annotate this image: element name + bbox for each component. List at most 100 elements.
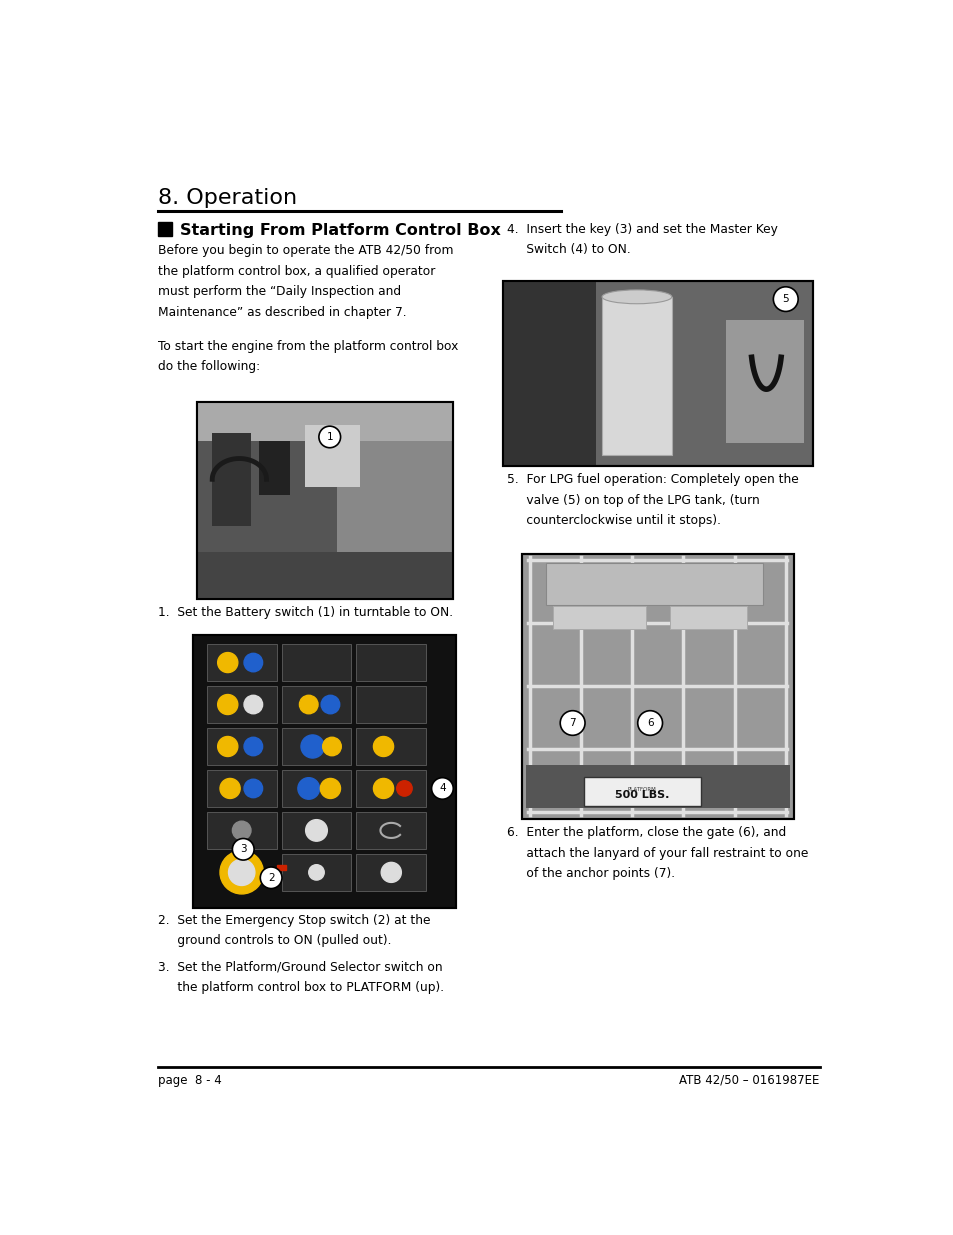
Bar — [553, 606, 645, 629]
Bar — [158, 222, 172, 236]
Circle shape — [373, 778, 394, 799]
Bar — [502, 282, 812, 466]
Text: 1.  Set the Battery switch (1) in turntable to ON.: 1. Set the Battery switch (1) in turntab… — [158, 605, 453, 619]
Text: 5: 5 — [781, 294, 788, 304]
Circle shape — [773, 287, 798, 311]
Bar — [583, 777, 700, 806]
Circle shape — [220, 851, 263, 894]
Text: must perform the “Daily Inspection and: must perform the “Daily Inspection and — [158, 285, 400, 299]
Text: the platform control box to PLATFORM (up).: the platform control box to PLATFORM (up… — [158, 981, 444, 994]
Circle shape — [559, 710, 584, 735]
Bar — [521, 553, 793, 819]
Bar — [669, 606, 746, 629]
Circle shape — [233, 821, 251, 840]
Text: counterclockwise until it stops).: counterclockwise until it stops). — [506, 514, 720, 527]
Bar — [196, 403, 452, 599]
Bar — [356, 811, 426, 848]
Text: 2.  Set the Emergency Stop switch (2) at the: 2. Set the Emergency Stop switch (2) at … — [158, 914, 430, 926]
Circle shape — [217, 736, 237, 757]
Text: 8. Operation: 8. Operation — [158, 188, 296, 207]
Text: valve (5) on top of the LPG tank, (turn: valve (5) on top of the LPG tank, (turn — [506, 494, 759, 506]
Circle shape — [301, 735, 324, 758]
Bar — [601, 296, 671, 454]
Bar — [281, 811, 351, 848]
Bar — [356, 727, 426, 764]
Bar — [207, 645, 276, 680]
Bar — [502, 282, 812, 466]
Bar — [212, 433, 251, 526]
Circle shape — [217, 652, 237, 673]
Text: 7: 7 — [569, 718, 576, 727]
Circle shape — [396, 781, 412, 797]
Bar — [196, 403, 452, 441]
Bar — [281, 645, 351, 680]
Bar — [276, 866, 286, 871]
Text: Switch (4) to ON.: Switch (4) to ON. — [506, 243, 630, 257]
Circle shape — [381, 862, 401, 882]
Circle shape — [431, 778, 453, 799]
Bar — [356, 769, 426, 806]
Circle shape — [322, 737, 341, 756]
Text: Maintenance” as described in chapter 7.: Maintenance” as described in chapter 7. — [158, 306, 406, 319]
Text: 6: 6 — [646, 718, 653, 727]
Bar — [525, 766, 789, 808]
Text: To start the engine from the platform control box: To start the engine from the platform co… — [158, 340, 457, 353]
Bar — [193, 635, 456, 908]
Text: ATB 42/50 – 0161987EE: ATB 42/50 – 0161987EE — [679, 1073, 819, 1087]
Text: ground controls to ON (pulled out).: ground controls to ON (pulled out). — [158, 934, 391, 947]
Circle shape — [217, 694, 237, 715]
Bar — [281, 727, 351, 764]
Text: 4.  Insert the key (3) and set the Master Key: 4. Insert the key (3) and set the Master… — [506, 222, 777, 236]
Circle shape — [244, 695, 262, 714]
Circle shape — [637, 710, 661, 735]
Bar — [196, 403, 452, 599]
Text: 4: 4 — [438, 783, 445, 793]
Ellipse shape — [601, 290, 671, 304]
Circle shape — [299, 695, 317, 714]
Bar — [207, 727, 276, 764]
Circle shape — [309, 864, 324, 881]
Text: Starting From Platform Control Box: Starting From Platform Control Box — [179, 224, 500, 238]
Bar — [356, 853, 426, 890]
Circle shape — [321, 695, 339, 714]
Circle shape — [244, 737, 262, 756]
Text: 5.  For LPG fuel operation: Completely open the: 5. For LPG fuel operation: Completely op… — [506, 473, 798, 487]
Bar — [207, 687, 276, 722]
Bar — [521, 553, 793, 819]
Circle shape — [229, 860, 254, 885]
Bar — [258, 441, 290, 495]
Bar — [502, 282, 596, 466]
Bar — [356, 645, 426, 680]
Bar — [545, 563, 761, 605]
Circle shape — [320, 778, 340, 799]
Circle shape — [297, 778, 319, 799]
Text: do the following:: do the following: — [158, 361, 260, 373]
Text: attach the lanyard of your fall restraint to one: attach the lanyard of your fall restrain… — [506, 847, 807, 860]
Circle shape — [244, 779, 262, 798]
Text: page  8 - 4: page 8 - 4 — [158, 1073, 221, 1087]
Text: 500 LBS.: 500 LBS. — [615, 789, 669, 800]
Circle shape — [373, 736, 394, 757]
Bar — [207, 769, 276, 806]
Circle shape — [220, 778, 240, 799]
Circle shape — [244, 653, 262, 672]
Text: 3: 3 — [240, 845, 246, 855]
Bar — [281, 853, 351, 890]
Bar — [281, 769, 351, 806]
Bar — [207, 811, 276, 848]
Circle shape — [318, 426, 340, 448]
Text: 2: 2 — [268, 873, 274, 883]
Text: 1: 1 — [326, 432, 333, 442]
Text: of the anchor points (7).: of the anchor points (7). — [506, 867, 674, 881]
Bar — [196, 552, 452, 599]
Circle shape — [260, 867, 282, 888]
Bar — [356, 687, 426, 722]
Bar — [281, 687, 351, 722]
Text: the platform control box, a qualified operator: the platform control box, a qualified op… — [158, 264, 435, 278]
Bar — [305, 425, 359, 487]
Text: 6.  Enter the platform, close the gate (6), and: 6. Enter the platform, close the gate (6… — [506, 826, 785, 840]
Text: Before you begin to operate the ATB 42/50 from: Before you begin to operate the ATB 42/5… — [158, 245, 453, 257]
Circle shape — [233, 839, 253, 860]
Text: 3.  Set the Platform/Ground Selector switch on: 3. Set the Platform/Ground Selector swit… — [158, 961, 442, 973]
Circle shape — [305, 820, 327, 841]
